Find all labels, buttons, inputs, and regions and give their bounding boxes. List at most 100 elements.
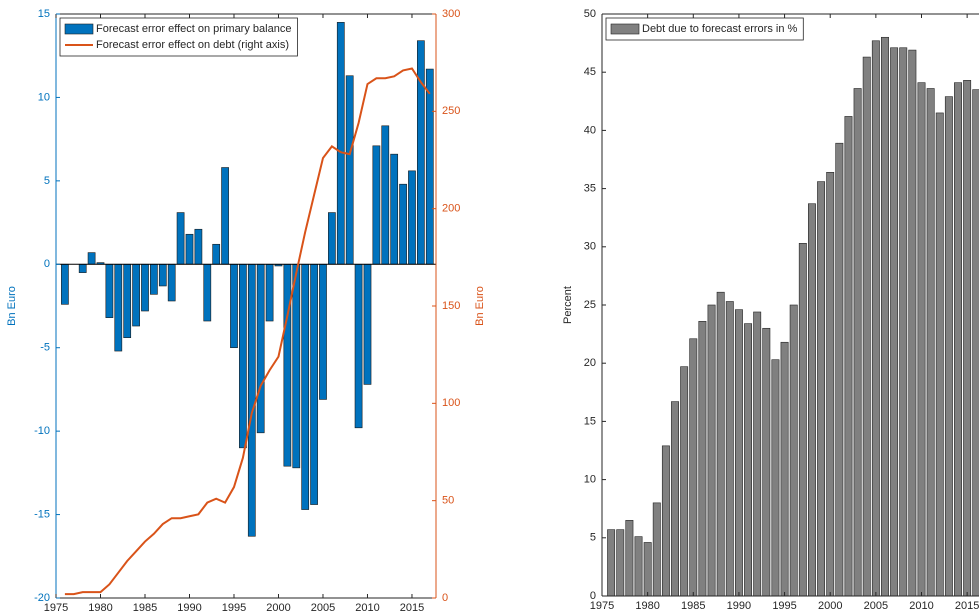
bar xyxy=(319,263,327,400)
bar xyxy=(354,263,363,429)
bar xyxy=(105,263,114,318)
bar xyxy=(185,233,194,265)
bar xyxy=(835,142,844,597)
y-tick-label: 10 xyxy=(38,91,50,103)
bar xyxy=(890,47,899,597)
x-tick-label: 1980 xyxy=(635,600,659,612)
y-tick-label: 0 xyxy=(590,590,596,602)
bar xyxy=(176,212,185,265)
bar xyxy=(132,263,140,327)
x-tick-label: 1985 xyxy=(133,602,157,614)
bar xyxy=(625,520,634,597)
bar xyxy=(826,172,835,597)
x-tick-label: 2010 xyxy=(909,600,933,612)
x-tick-label: 1975 xyxy=(590,600,614,612)
legend-box xyxy=(605,17,804,41)
bar xyxy=(963,80,972,597)
bar xyxy=(301,263,310,510)
bar xyxy=(203,263,212,322)
bar xyxy=(167,263,176,302)
y-tick-label: 30 xyxy=(584,241,596,253)
bar xyxy=(158,263,167,287)
y-tick-label: -5 xyxy=(40,342,50,354)
x-tick-label: 2005 xyxy=(864,600,888,612)
bar xyxy=(725,301,734,597)
x-tick-label: 1995 xyxy=(222,602,246,614)
bar xyxy=(661,445,670,597)
y-tick-label: 0 xyxy=(44,258,50,270)
y-tick-label: -20 xyxy=(34,592,50,604)
bar xyxy=(212,243,221,265)
x-tick-label: 1995 xyxy=(772,600,796,612)
x-tick-label: 1990 xyxy=(177,602,201,614)
bar xyxy=(345,75,354,265)
plots: 1975 1980 1985 1990 1995 2000 2005 2010 2015-20-… xyxy=(6,8,979,614)
y-tick-label: 45 xyxy=(584,66,596,78)
bar xyxy=(698,320,707,597)
y-tick-label: 5 xyxy=(44,175,50,187)
bar xyxy=(328,212,336,265)
y2-tick-label: 150 xyxy=(442,300,460,312)
bar xyxy=(363,263,372,385)
bar xyxy=(417,40,425,265)
y2-axis-label: Bn Euro xyxy=(474,286,486,326)
bar xyxy=(908,49,917,597)
x-tick-label: 1980 xyxy=(88,602,112,614)
bar xyxy=(230,263,238,349)
x-tick-label: 2010 xyxy=(355,602,379,614)
bar xyxy=(789,304,798,597)
bar xyxy=(141,263,149,312)
bar xyxy=(944,96,953,597)
x-tick-label: 2015 xyxy=(955,600,979,612)
legend-swatch xyxy=(64,23,94,35)
bar xyxy=(972,89,979,597)
y-tick-label: 15 xyxy=(38,8,50,20)
bar xyxy=(607,529,616,597)
x-tick-label: 1975 xyxy=(44,602,68,614)
bar xyxy=(808,203,816,597)
bar xyxy=(954,82,962,597)
bar xyxy=(881,36,889,597)
x-tick-label: 2000 xyxy=(266,602,290,614)
y-tick-label: -15 xyxy=(34,508,50,520)
bar xyxy=(707,304,716,597)
y-axis-label: Percent xyxy=(562,286,574,324)
bar xyxy=(390,153,399,265)
bar xyxy=(734,309,743,597)
bar xyxy=(899,47,908,597)
x-tick-label: 2000 xyxy=(818,600,842,612)
line xyxy=(64,67,431,596)
legend-box xyxy=(59,17,298,57)
bar xyxy=(780,341,789,597)
y2-tick-label: 300 xyxy=(442,8,460,20)
y-tick-label: 35 xyxy=(584,183,596,195)
x-tick-label: 2015 xyxy=(400,602,424,614)
bar xyxy=(123,263,132,339)
y2-tick-label: 0 xyxy=(442,592,448,604)
y-tick-label: 15 xyxy=(584,415,596,427)
bar xyxy=(616,529,625,597)
legend-label: Forecast error effect on primary balance xyxy=(96,23,291,35)
bar xyxy=(762,327,771,597)
bar xyxy=(716,291,725,597)
bar xyxy=(283,263,292,467)
bar xyxy=(61,263,69,305)
bar xyxy=(194,228,203,265)
legend-label: Forecast error effect on debt (right axi… xyxy=(96,39,289,51)
bar xyxy=(336,22,345,265)
bar xyxy=(408,170,416,265)
y-tick-label: 25 xyxy=(584,299,596,311)
y-tick-label: 20 xyxy=(584,357,596,369)
bar xyxy=(671,401,679,597)
x-tick-label: 2005 xyxy=(311,602,335,614)
bar xyxy=(239,263,247,449)
bar xyxy=(652,502,661,597)
legend: Forecast error effect on primary balance… xyxy=(59,17,298,57)
bar xyxy=(817,181,826,597)
legend-swatch xyxy=(610,23,640,35)
legend: Debt due to forecast errors in % xyxy=(605,17,804,41)
bar xyxy=(425,68,434,265)
bar xyxy=(399,183,407,265)
x-tick-label: 1990 xyxy=(727,600,751,612)
y-tick-label: -10 xyxy=(34,425,50,437)
